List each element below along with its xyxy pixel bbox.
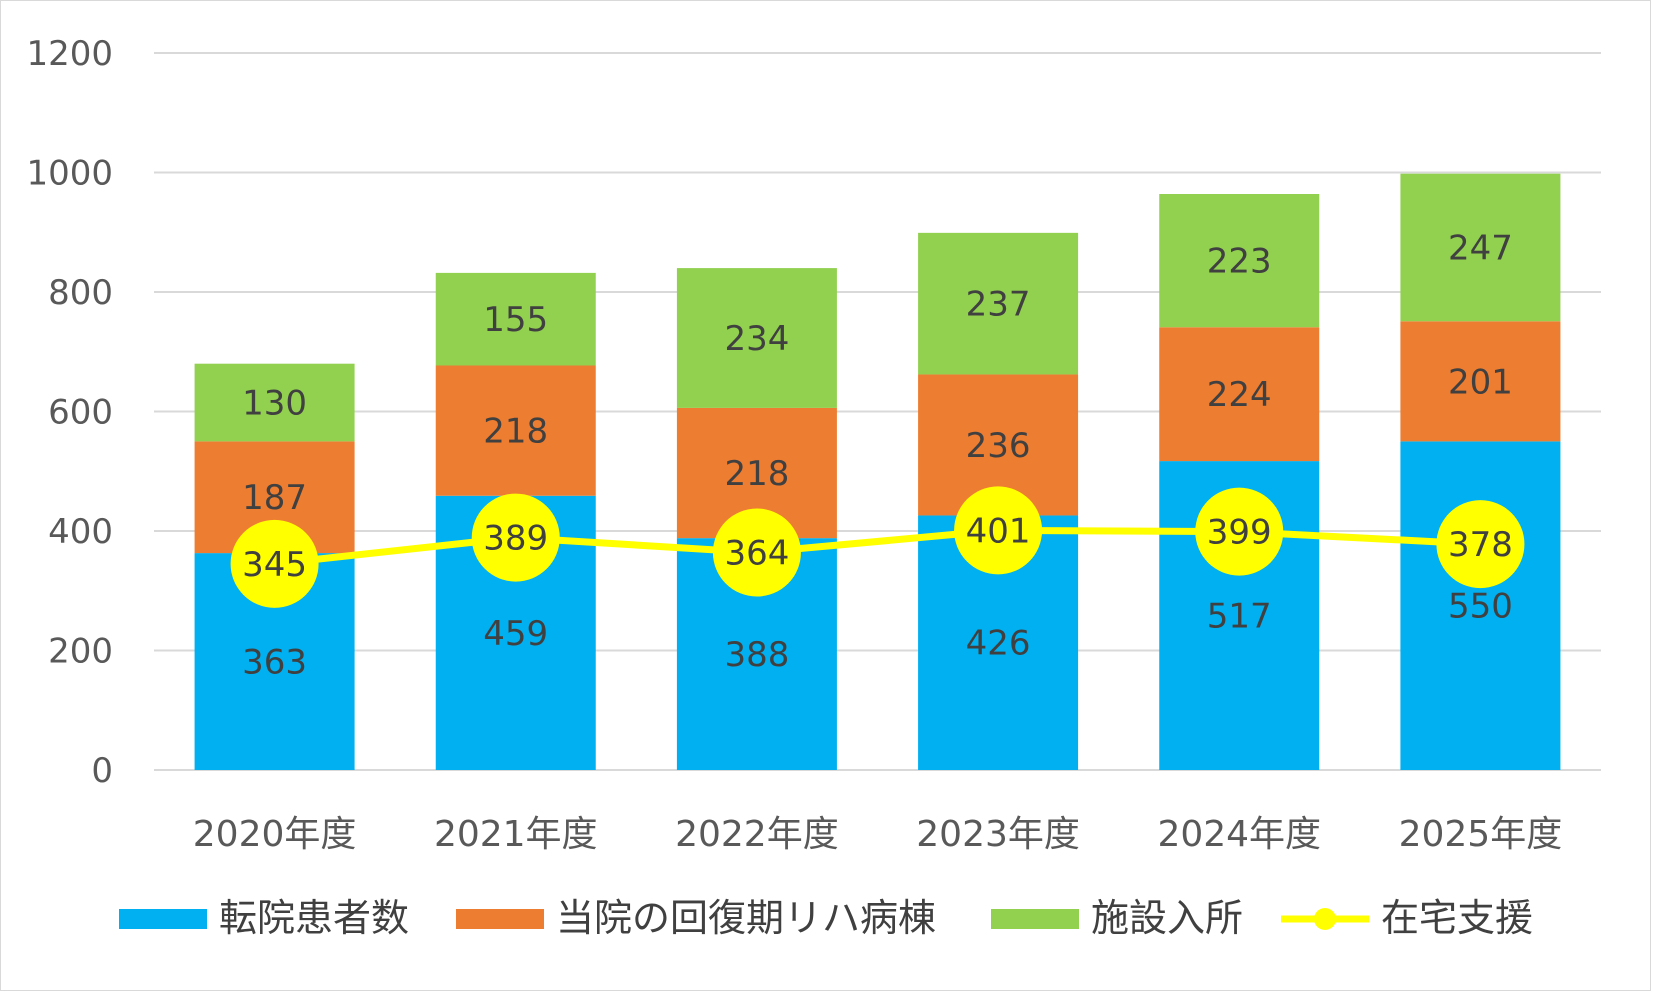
x-tick-label: 2020年度 [193,814,357,855]
x-axis: 2020年度 2021年度 2022年度 2023年度 2024年度 2025年度 [193,814,1562,855]
line-marker [712,508,801,597]
bar-data-label: 218 [483,412,548,452]
x-tick-label: 2021年度 [434,814,598,855]
bars [194,173,1561,770]
bar-data-label: 426 [966,624,1031,664]
x-tick-label: 2025年度 [1399,814,1563,855]
line-marker [230,519,319,608]
bar-segment [918,232,1079,375]
line-data-label: 399 [1207,513,1272,553]
bar-data-label: 459 [483,614,548,654]
y-axis: 0 200 400 600 800 1000 1200 [26,34,113,791]
legend-marker [1314,908,1336,930]
bar-data-label: 224 [1207,375,1272,415]
bar-segment [1159,327,1320,462]
bar-data-label: 234 [724,319,789,359]
legend-swatch [456,909,544,929]
bar-segment [435,272,596,366]
legend-swatch [991,909,1079,929]
y-tick-label: 800 [48,273,113,313]
y-tick-label: 200 [48,632,113,672]
x-tick-label: 2022年度 [675,814,839,855]
legend-swatch [119,909,207,929]
bar-data-label: 155 [483,300,548,340]
bar-data-label: 517 [1207,597,1272,637]
bar-segment [1400,321,1561,442]
bar-segment [676,268,837,408]
line-marker [954,486,1043,575]
legend: 転院患者数 当院の回復期リハ病棟 施設入所 在宅支援 [119,896,1533,940]
bar-data-label: 236 [966,426,1031,466]
x-tick-label: 2023年度 [916,814,1080,855]
bar-data-label: 550 [1448,587,1513,627]
bar-data-label: 218 [724,454,789,494]
bar-segment [435,365,596,496]
y-tick-label: 400 [48,512,113,552]
bar-segment [1400,173,1561,322]
legend-label: 当院の回復期リハ病棟 [556,896,936,940]
y-tick-label: 1000 [26,154,113,194]
bar-data-label: 363 [242,643,307,683]
bar-data-label: 247 [1448,228,1513,268]
grid-lines [154,52,1601,771]
y-tick-label: 0 [91,751,113,791]
legend-label: 在宅支援 [1381,896,1533,940]
bar-data-label: 223 [1207,242,1272,282]
bar-data-label: 187 [242,478,307,518]
line-data-label: 345 [242,545,307,585]
line-marker [471,493,560,582]
bar-data-label: 201 [1448,362,1513,402]
bar-data-label: 130 [242,384,307,424]
x-tick-label: 2024年度 [1157,814,1321,855]
bar-data-labels: 363 187 130 459 218 155 388 218 234 426 236 237 517 2… [242,228,1513,682]
line-data-label: 364 [724,534,789,574]
y-tick-label: 1200 [26,34,113,74]
bar-data-label: 388 [724,635,789,675]
bar-segment [194,363,355,442]
line-data-label: 389 [483,519,548,559]
line-marker [1195,487,1284,576]
line-marker [1436,500,1525,589]
line-data-label: 401 [966,511,1031,551]
legend-label: 転院患者数 [219,896,409,940]
bar-data-label: 237 [966,285,1031,325]
line-data-label: 378 [1448,525,1513,565]
y-tick-label: 600 [48,393,113,433]
legend-label: 施設入所 [1091,896,1243,940]
line-series: 345 389 364 401 399 378 [230,486,1525,608]
bar-segment [1159,194,1320,328]
bar-segment [1400,441,1561,770]
